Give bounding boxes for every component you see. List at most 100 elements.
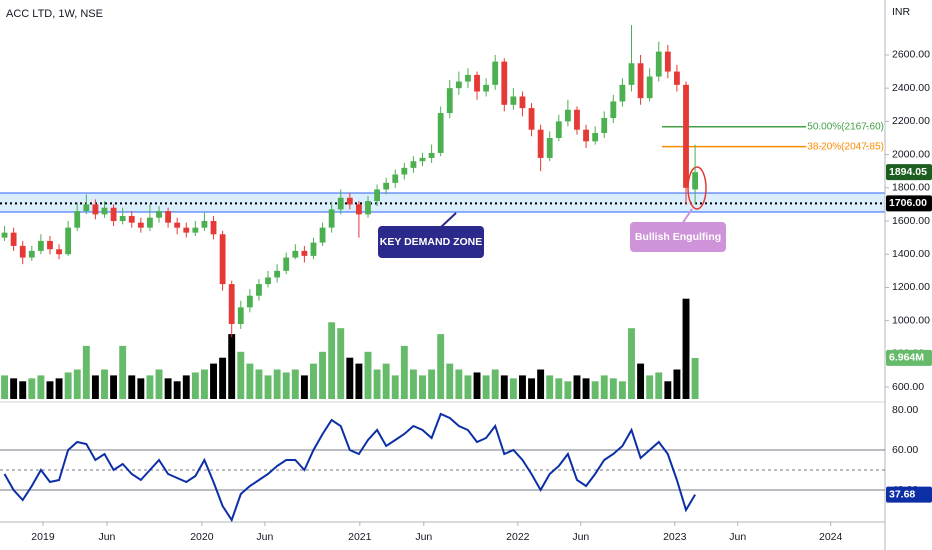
candle-body — [601, 118, 608, 134]
x-tick-label: 2024 — [819, 531, 843, 543]
last-volume-box — [886, 349, 932, 366]
volume-bar — [555, 378, 563, 399]
volume-bar — [573, 375, 581, 399]
volume-bar — [482, 375, 490, 399]
candle-body — [446, 88, 453, 114]
volume-bar — [82, 345, 90, 399]
volume-bar — [46, 381, 54, 399]
candle-body — [355, 204, 362, 215]
candle-body — [47, 240, 53, 250]
volume-bar — [373, 369, 381, 399]
candle-body — [474, 74, 480, 92]
volume-bar — [101, 369, 108, 399]
volume-bar — [91, 375, 99, 399]
volume-bar — [191, 372, 199, 399]
candle-body — [637, 63, 644, 99]
candle-body — [147, 217, 153, 228]
last-rsi-label: 37.68 — [889, 488, 915, 500]
volume-bar — [164, 378, 172, 399]
y-tick-label: 2200.00 — [892, 115, 930, 127]
x-tick-label: Jun — [98, 531, 115, 543]
volume-bar — [10, 378, 18, 399]
rsi-line — [3, 412, 696, 523]
candle-body — [192, 227, 199, 233]
volume-bar — [137, 378, 145, 399]
candle-body — [310, 242, 317, 256]
candle-body — [610, 101, 617, 119]
x-tick-label: 2020 — [190, 531, 214, 543]
candle-body — [383, 182, 390, 190]
volume-bar — [282, 372, 290, 399]
candle-body — [655, 51, 662, 77]
candle-body — [465, 74, 471, 82]
volume-bar — [473, 372, 481, 399]
x-tick-label: Jun — [572, 531, 589, 543]
candle-body — [546, 137, 553, 158]
volume-bar — [319, 351, 327, 399]
candle-body — [228, 284, 235, 324]
y-tick-label: 1200.00 — [892, 281, 930, 293]
volume-bar — [546, 375, 554, 399]
volume-bar — [528, 378, 535, 399]
candle-body — [365, 201, 371, 215]
x-tick-label: Jun — [729, 531, 746, 543]
candle-body — [401, 167, 408, 175]
volume-bar — [446, 363, 454, 399]
volume-bar — [691, 357, 699, 399]
candle-body — [219, 234, 226, 285]
candle-body — [28, 250, 35, 258]
candle-body — [437, 113, 444, 153]
volume-bar — [419, 375, 426, 399]
volume-bar — [37, 375, 45, 399]
candle-body — [346, 197, 353, 205]
volume-bar — [182, 375, 190, 399]
candle-body — [592, 133, 599, 142]
volume-bar — [155, 369, 163, 399]
volume-bar — [382, 363, 390, 399]
volume-bar — [664, 381, 672, 399]
candle-body — [583, 129, 589, 142]
x-tick-label: 2022 — [506, 531, 530, 543]
volume-bar — [564, 381, 572, 399]
support-label: 1706.00 — [889, 197, 927, 209]
volume-bar — [273, 369, 281, 399]
candle-body — [265, 277, 271, 285]
volume-bar — [28, 378, 36, 399]
x-tick-label: 2021 — [348, 531, 372, 543]
volume-bar — [609, 378, 617, 399]
rsi-tick-label: 80.00 — [892, 404, 918, 416]
y-axis-unit: INR — [892, 6, 911, 18]
volume-bar — [391, 375, 399, 399]
candle-body — [519, 96, 526, 109]
x-tick-label: 2023 — [663, 531, 687, 543]
candle-body — [92, 204, 99, 215]
last-rsi-box — [886, 486, 932, 503]
candle-body — [301, 250, 308, 256]
candle-body — [374, 189, 380, 202]
y-tick-label: 2600.00 — [892, 49, 930, 61]
volume-bar — [246, 363, 254, 399]
volume-bar — [628, 328, 635, 399]
volume-bar — [537, 369, 545, 399]
volume-bar — [500, 375, 508, 399]
last-volume-label: 6.964M — [889, 352, 924, 364]
candle-body — [628, 63, 635, 85]
candle-body — [483, 84, 490, 92]
candle-body — [292, 250, 299, 258]
volume-bar — [146, 375, 154, 399]
volume-bar — [19, 381, 27, 399]
volume-bar — [128, 375, 136, 399]
volume-bar — [119, 345, 127, 399]
x-tick-label: 2019 — [31, 531, 55, 543]
candle-body — [137, 222, 144, 228]
candle-body — [128, 216, 135, 223]
volume-bar — [200, 369, 208, 399]
annotation-text: Bullish Engulfing — [635, 231, 721, 243]
candle-body — [646, 76, 653, 99]
y-tick-label: 1000.00 — [892, 314, 930, 326]
y-tick-label: 600.00 — [892, 381, 924, 393]
y-tick-label: 2000.00 — [892, 148, 930, 160]
candle-body — [283, 257, 290, 271]
support-box — [886, 195, 932, 212]
